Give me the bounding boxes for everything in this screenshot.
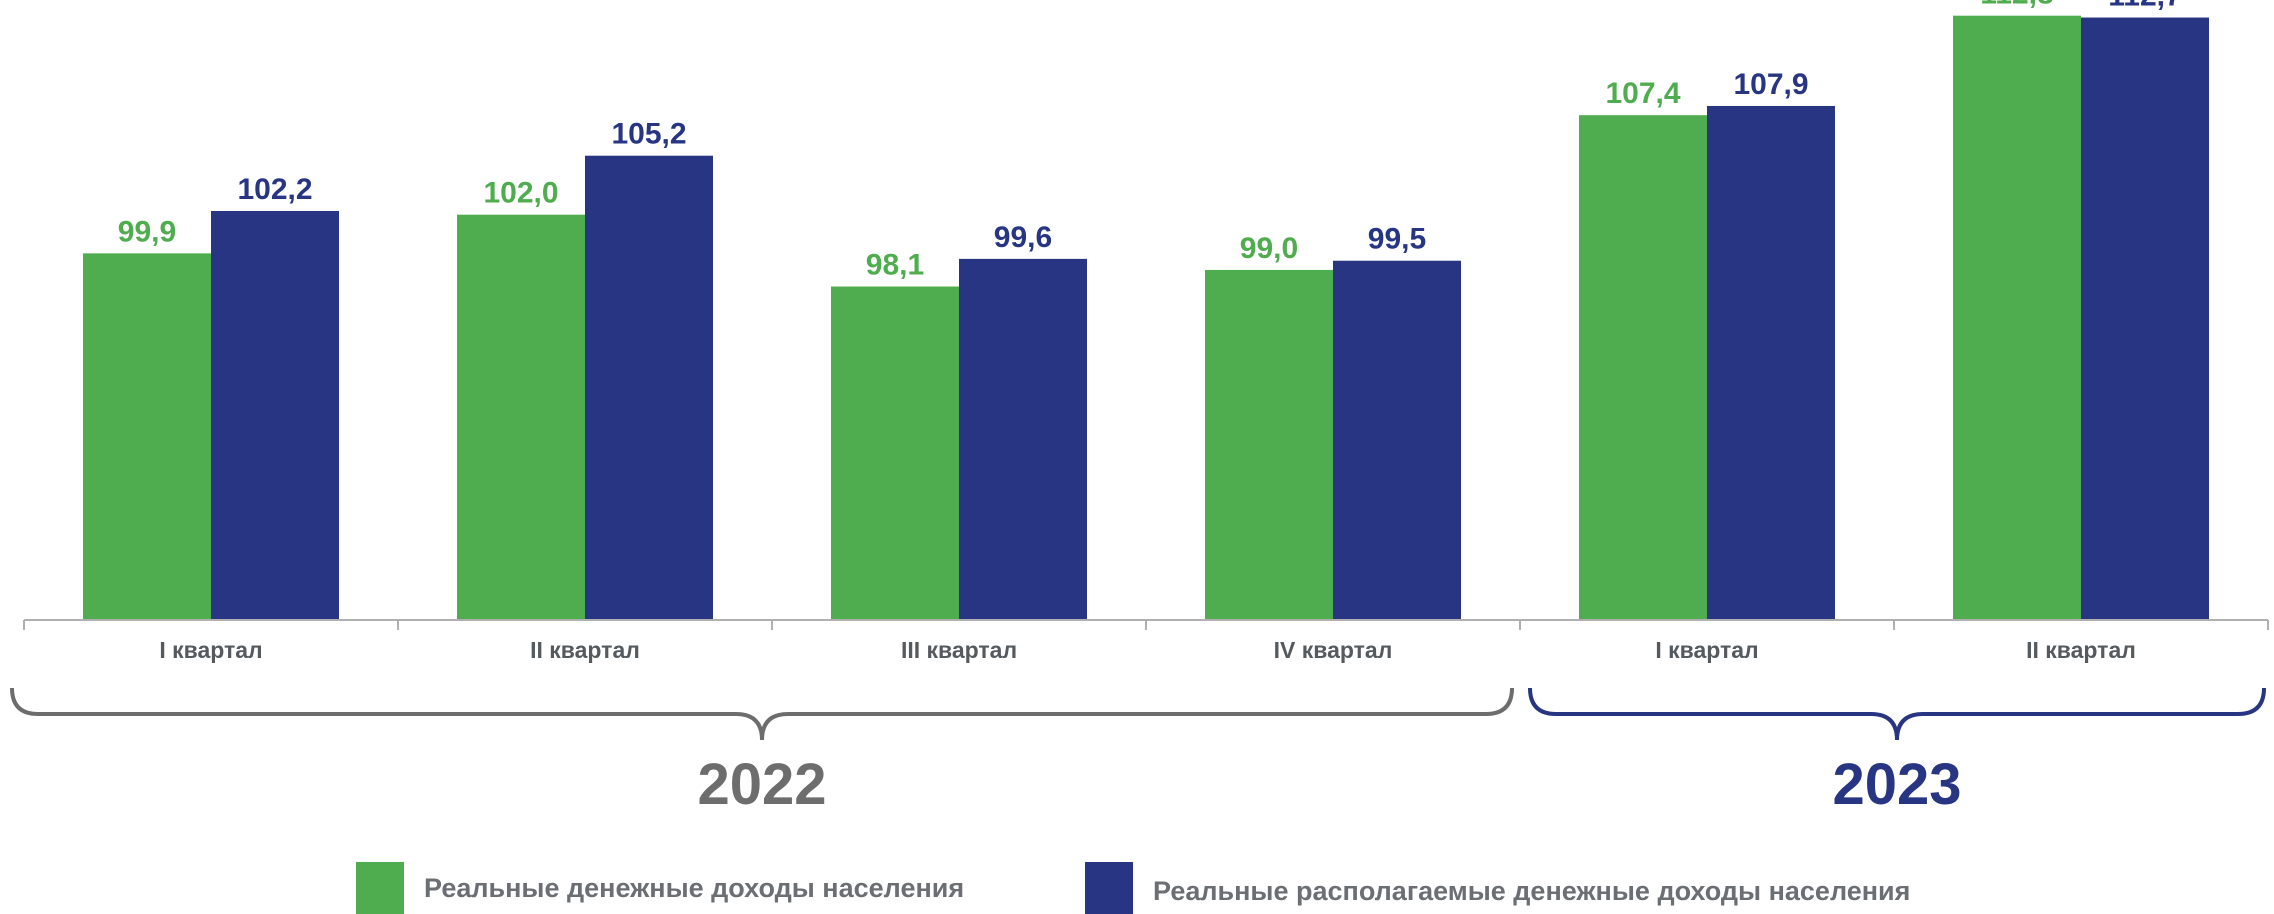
group-brace-2023 xyxy=(1528,687,2266,741)
bar-series-2-cat-1 xyxy=(585,155,713,620)
group-label-2022: 2022 xyxy=(697,752,826,817)
data-label-series-1-cat-0: 99,9 xyxy=(118,215,176,248)
bar-series-1-cat-3 xyxy=(1205,269,1333,620)
tick-label-cat-5: II квартал xyxy=(2026,637,2136,663)
group-label-2023: 2023 xyxy=(1832,752,1961,817)
bar-series-2-cat-4 xyxy=(1707,105,1835,621)
legend-swatch-series-1 xyxy=(356,862,404,914)
tick-label-cat-0: I квартал xyxy=(159,637,262,663)
legend-label-series-2: Реальные располагаемые денежные доходы н… xyxy=(1153,875,1911,906)
group-brace-2022 xyxy=(10,687,1514,741)
data-label-series-2-cat-1: 105,2 xyxy=(611,118,686,151)
tick-label-cat-4: I квартал xyxy=(1655,637,1758,663)
legend-label-series-1: Реальные денежные доходы населения xyxy=(424,872,965,903)
data-label-series-1-cat-1: 102,0 xyxy=(483,177,558,210)
bar-series-1-cat-2 xyxy=(831,286,959,620)
bar-series-2-cat-3 xyxy=(1333,260,1461,620)
tick-label-cat-3: IV квартал xyxy=(1274,637,1393,663)
bar-series-1-cat-0 xyxy=(83,253,211,620)
tick-label-cat-1: II квартал xyxy=(530,637,640,663)
data-label-series-1-cat-2: 98,1 xyxy=(866,249,924,282)
legend-item-series-2: Реальные располагаемые денежные доходы н… xyxy=(1085,862,1910,914)
bar-series-2-cat-0 xyxy=(211,210,339,620)
bar-series-1-cat-5 xyxy=(1953,15,2081,620)
data-label-series-1-cat-3: 99,0 xyxy=(1240,232,1298,265)
data-label-series-2-cat-0: 102,2 xyxy=(237,173,312,206)
legend-item-series-1: Реальные денежные доходы населения xyxy=(356,862,964,914)
data-label-series-2-cat-3: 99,5 xyxy=(1368,223,1426,256)
data-label-series-2-cat-2: 99,6 xyxy=(994,221,1052,254)
bar-series-1-cat-1 xyxy=(457,214,585,620)
data-label-series-1-cat-4: 107,4 xyxy=(1605,77,1680,110)
data-label-series-2-cat-4: 107,9 xyxy=(1733,68,1808,101)
data-label-series-1-cat-5: 112,8 xyxy=(1980,0,2053,11)
bar-series-1-cat-4 xyxy=(1579,115,1707,621)
legend-swatch-series-2 xyxy=(1085,862,1133,914)
data-label-series-2-cat-5: 112,7 xyxy=(2108,0,2181,13)
bar-series-2-cat-5 xyxy=(2081,17,2209,620)
tick-label-cat-2: III квартал xyxy=(901,637,1017,663)
bar-series-2-cat-2 xyxy=(959,258,1087,620)
